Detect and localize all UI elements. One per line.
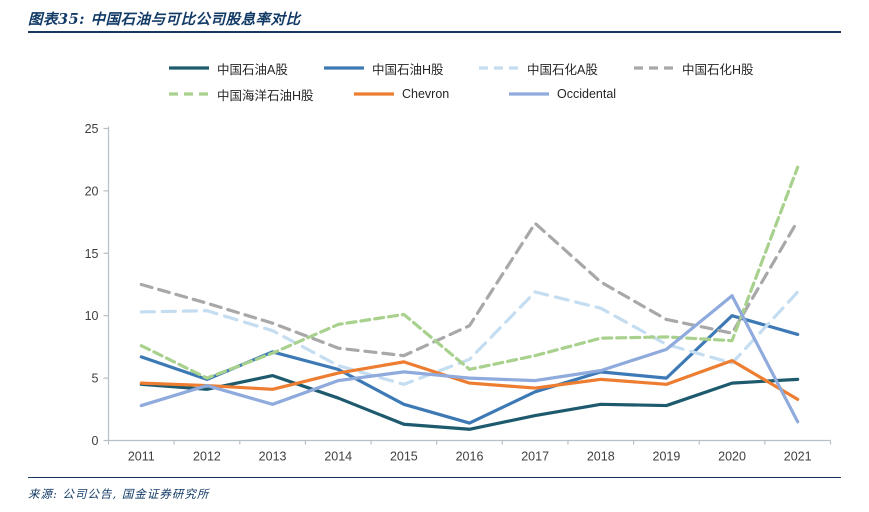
legend-item-4: 中国海洋石油H股 bbox=[168, 81, 353, 107]
x-tick-label: 2016 bbox=[456, 450, 484, 464]
chart-legend: 中国石油A股 中国石油H股 中国石化A股 中国石化H股中国海洋石油H股 Chevron O… bbox=[168, 55, 788, 107]
y-tick-label: 10 bbox=[85, 309, 99, 323]
x-tick-label: 2014 bbox=[324, 450, 352, 464]
x-tick-label: 2013 bbox=[259, 450, 287, 464]
footer-divider bbox=[28, 477, 841, 478]
x-tick-label: 2012 bbox=[193, 450, 221, 464]
legend-label-1: 中国石油H股 bbox=[372, 62, 444, 77]
series-line-3 bbox=[139, 219, 800, 358]
chart-title: 图表35: 中国石油与可比公司股息率对比 bbox=[28, 11, 301, 28]
x-tick-label: 2018 bbox=[587, 450, 615, 464]
series-line-6 bbox=[139, 294, 800, 424]
x-tick-label: 2019 bbox=[653, 450, 681, 464]
y-tick-label: 20 bbox=[85, 184, 99, 198]
legend-item-5: Chevron bbox=[353, 81, 508, 107]
series-line-5 bbox=[139, 359, 800, 401]
x-tick-label: 2011 bbox=[128, 450, 155, 464]
title-underline bbox=[28, 31, 841, 33]
series-line-0 bbox=[139, 374, 800, 431]
legend-item-0: 中国石油A股 bbox=[168, 55, 323, 81]
legend-item-2: 中国石化A股 bbox=[478, 55, 633, 81]
legend-label-4: 中国海洋石油H股 bbox=[217, 88, 314, 103]
series-line-2 bbox=[139, 290, 800, 386]
legend-line-swatch-4 bbox=[169, 92, 209, 96]
x-tick-label: 2015 bbox=[390, 450, 418, 464]
series-line-4 bbox=[139, 165, 800, 380]
legend-line-swatch-0 bbox=[169, 66, 209, 70]
legend-line-swatch-2 bbox=[479, 66, 519, 70]
legend-label-3: 中国石化H股 bbox=[682, 62, 754, 77]
legend-label-2: 中国石化A股 bbox=[527, 62, 598, 77]
legend-line-swatch-5 bbox=[354, 92, 394, 96]
y-tick-label: 0 bbox=[92, 434, 99, 448]
x-tick-label: 2020 bbox=[718, 450, 746, 464]
legend-line-swatch-6 bbox=[509, 92, 549, 96]
legend-item-3: 中国石化H股 bbox=[633, 55, 788, 81]
legend-item-6: Occidental bbox=[508, 81, 663, 107]
y-tick-label: 25 bbox=[85, 122, 99, 136]
source-note: 来源: 公司公告, 国金证券研究所 bbox=[28, 487, 210, 501]
x-tick-label: 2021 bbox=[784, 450, 812, 464]
x-tick-label: 2017 bbox=[521, 450, 549, 464]
legend-line-swatch-3 bbox=[634, 66, 674, 70]
y-tick-label: 15 bbox=[85, 247, 99, 261]
y-tick-label: 5 bbox=[92, 372, 99, 386]
legend-line-swatch-1 bbox=[324, 66, 364, 70]
legend-label-6: Occidental bbox=[557, 87, 617, 101]
legend-label-0: 中国石油A股 bbox=[217, 62, 288, 77]
legend-item-1: 中国石油H股 bbox=[323, 55, 478, 81]
legend-label-5: Chevron bbox=[402, 87, 450, 101]
